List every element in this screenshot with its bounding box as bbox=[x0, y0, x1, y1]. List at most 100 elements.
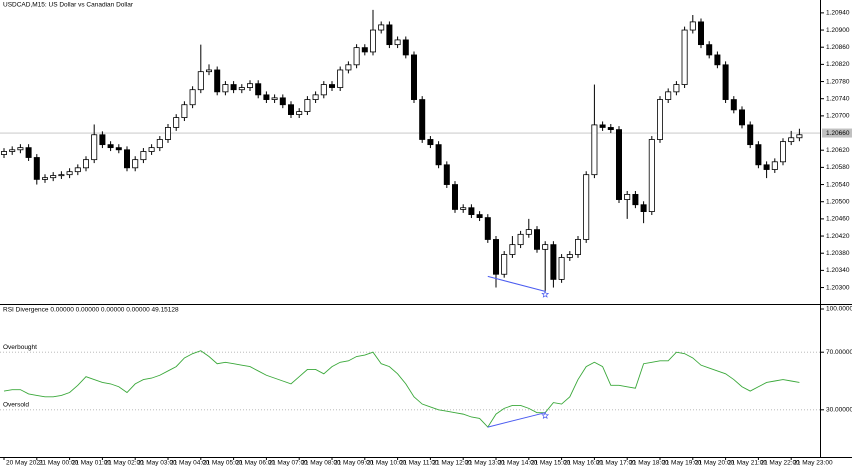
y-tick-label: 1.20540 bbox=[826, 181, 850, 188]
candle-body bbox=[9, 149, 16, 152]
current-price-label: 1.20660 bbox=[826, 130, 850, 137]
candle-body bbox=[714, 54, 721, 66]
candle-body bbox=[386, 24, 393, 46]
candle-body bbox=[197, 71, 204, 91]
candle-body bbox=[550, 244, 557, 280]
candle-body bbox=[337, 69, 344, 88]
x-tick-label: 21 May 23:00 bbox=[793, 460, 833, 467]
candle-body bbox=[164, 127, 171, 140]
candle-body bbox=[665, 91, 672, 100]
y-tick-label: 1.20900 bbox=[826, 27, 850, 34]
y-tick-label: 1.20740 bbox=[826, 95, 850, 102]
x-tick-label: 21 May 04:00 bbox=[170, 460, 210, 467]
candle-body bbox=[739, 109, 746, 126]
divergence-marker bbox=[541, 290, 550, 298]
y-tick-label: 1.20300 bbox=[826, 284, 850, 291]
candle-body bbox=[599, 124, 606, 128]
candle-body bbox=[189, 89, 196, 106]
y-tick-label: 1.20500 bbox=[826, 198, 850, 205]
candle-body bbox=[33, 157, 40, 180]
candle-body bbox=[246, 83, 253, 88]
x-tick-label: 21 May 21:00 bbox=[728, 460, 768, 467]
candle-body bbox=[698, 21, 705, 46]
candle-body bbox=[255, 83, 262, 96]
x-tick-label: 21 May 10:00 bbox=[367, 460, 407, 467]
candle-body bbox=[91, 134, 98, 161]
candle-body bbox=[616, 129, 623, 200]
candle-body bbox=[353, 47, 360, 66]
y-tick-label: 1.20420 bbox=[826, 233, 850, 240]
candle-body bbox=[312, 94, 319, 100]
x-tick-label: 21 May 06:00 bbox=[236, 460, 276, 467]
candle-body bbox=[566, 254, 573, 258]
candle-body bbox=[42, 177, 49, 180]
candle-body bbox=[771, 161, 778, 170]
candle-body bbox=[214, 69, 221, 93]
candle-body bbox=[689, 21, 696, 31]
divergence-line bbox=[487, 275, 546, 292]
candle-body bbox=[394, 39, 401, 46]
candle-body bbox=[107, 144, 114, 149]
candle-body bbox=[534, 229, 541, 250]
y-tick-label: 1.20580 bbox=[826, 164, 850, 171]
indicator-title: RSI Divergence 0.00000 0.00000 0.00000 0… bbox=[3, 307, 179, 314]
candle-body bbox=[124, 149, 131, 169]
y-tick-label: 1.20940 bbox=[826, 10, 850, 17]
y-tick-label: 70.00000 bbox=[826, 349, 852, 356]
x-tick-label: 21 May 12:00 bbox=[432, 460, 472, 467]
candle-body bbox=[83, 159, 90, 169]
candle-body bbox=[50, 175, 57, 179]
candle-body bbox=[681, 29, 688, 85]
candle-body bbox=[296, 111, 303, 115]
candle-body bbox=[755, 144, 762, 166]
candle-body bbox=[583, 174, 590, 240]
candle-body bbox=[501, 254, 508, 275]
x-tick-label: 21 May 05:00 bbox=[203, 460, 243, 467]
chart-title: USDCAD,M15: US Dollar vs Canadian Dollar bbox=[3, 2, 134, 9]
candle-body bbox=[796, 134, 803, 139]
candle-body bbox=[74, 167, 81, 173]
x-tick-label: 21 May 17:00 bbox=[596, 460, 636, 467]
x-tick-label: 21 May 01:00 bbox=[72, 460, 112, 467]
y-tick-label: 1.20460 bbox=[826, 216, 850, 223]
candle-body bbox=[419, 99, 426, 140]
candle-body bbox=[402, 39, 409, 56]
x-tick-label: 21 May 22:00 bbox=[760, 460, 800, 467]
candle-body bbox=[443, 164, 450, 185]
candle-body bbox=[238, 87, 245, 91]
candle-body bbox=[205, 69, 212, 73]
candle-body bbox=[271, 97, 278, 100]
candle-body bbox=[369, 29, 376, 53]
candle-body bbox=[427, 139, 434, 146]
candle-body bbox=[115, 147, 122, 151]
candle-body bbox=[632, 194, 639, 206]
candle-body bbox=[763, 164, 770, 170]
x-tick-label: 20 May 2021 bbox=[6, 460, 44, 467]
y-tick-label: 30.00000 bbox=[826, 407, 852, 414]
y-tick-label: 1.20860 bbox=[826, 44, 850, 51]
candle-body bbox=[263, 94, 270, 100]
x-tick-label: 21 May 08:00 bbox=[301, 460, 341, 467]
divergence-marker bbox=[541, 411, 550, 420]
candle-body bbox=[730, 99, 737, 111]
candle-body bbox=[788, 137, 795, 143]
candle-body bbox=[132, 159, 139, 169]
candle-body bbox=[591, 124, 598, 176]
candle-body bbox=[320, 84, 327, 96]
candle-body bbox=[279, 97, 286, 106]
candle-body bbox=[287, 104, 294, 115]
candle-body bbox=[435, 144, 442, 166]
candle-body bbox=[25, 147, 32, 158]
candle-body bbox=[722, 64, 729, 100]
candle-body bbox=[460, 207, 467, 210]
candle-body bbox=[657, 99, 664, 140]
candle-body bbox=[575, 239, 582, 255]
divergence-line bbox=[487, 412, 546, 428]
candle-body bbox=[410, 54, 417, 100]
candle-body bbox=[99, 134, 106, 146]
candle-body bbox=[451, 184, 458, 210]
x-tick-label: 21 May 13:00 bbox=[465, 460, 505, 467]
candle-body bbox=[484, 217, 491, 240]
x-tick-label: 21 May 00:00 bbox=[39, 460, 79, 467]
